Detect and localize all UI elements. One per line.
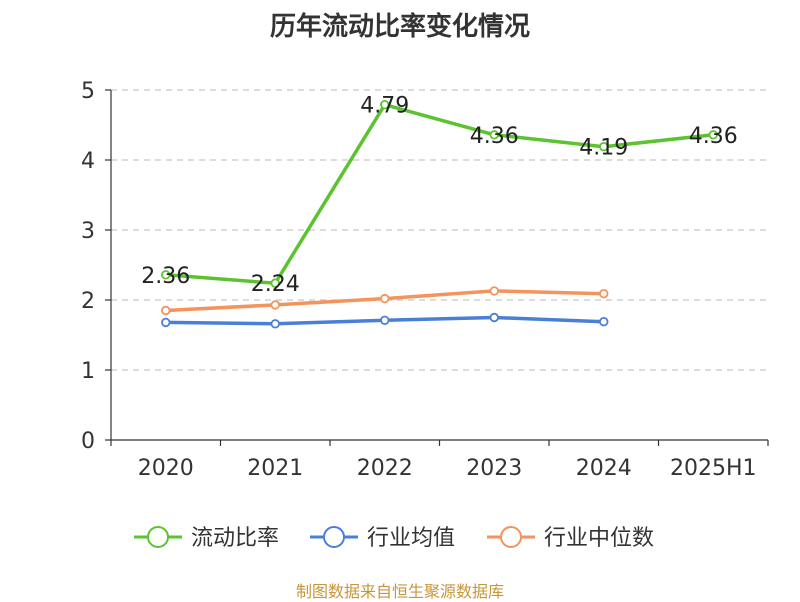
data-point-0-2 xyxy=(380,99,390,110)
x-tick-label-2025H1: 2025H1 xyxy=(670,456,757,481)
y-tick-label-4: 4 xyxy=(81,149,95,174)
data-labels: 2.36 2.24 4.79 4.36 4.19 4.36 xyxy=(141,94,737,298)
legend: 流动比率 行业均值 行业中位数 xyxy=(134,526,654,551)
source-footer: 制图数据来自恒生聚源数据库 xyxy=(295,582,504,601)
legend-marker-2 xyxy=(500,526,522,548)
chart-title: 历年流动比率变化情况 xyxy=(269,12,530,42)
data-label-0-1: 2.24 xyxy=(251,272,300,297)
series-group xyxy=(161,99,718,329)
data-point-2-1 xyxy=(270,300,280,310)
data-point-0-3 xyxy=(489,130,499,140)
data-point-2-4 xyxy=(599,289,609,299)
legend-label-0: 流动比率 xyxy=(191,526,279,551)
x-tick-label-2023: 2023 xyxy=(466,456,522,481)
x-tick-label-2020: 2020 xyxy=(138,456,194,481)
x-tick-label-2022: 2022 xyxy=(357,456,413,481)
legend-label-1: 行业均值 xyxy=(367,526,455,551)
grid-lines xyxy=(111,89,768,371)
data-label-0-3: 4.36 xyxy=(470,124,519,149)
y-tick-label-2: 2 xyxy=(81,289,95,314)
data-point-2-3 xyxy=(489,286,499,296)
legend-marker-1 xyxy=(323,526,345,548)
data-point-2-2 xyxy=(380,293,390,304)
data-point-0-1 xyxy=(270,278,280,288)
data-point-0-4 xyxy=(599,141,609,152)
y-tick-label-5: 5 xyxy=(81,79,95,104)
x-tick-label-2024: 2024 xyxy=(576,456,632,481)
data-label-0-4: 4.19 xyxy=(579,136,628,161)
data-point-0-0 xyxy=(161,270,171,280)
data-point-1-1 xyxy=(270,319,280,329)
legend-label-2: 行业中位数 xyxy=(544,526,654,551)
data-label-0-0: 2.36 xyxy=(141,264,190,289)
data-point-1-4 xyxy=(599,317,609,327)
data-point-1-0 xyxy=(161,317,171,328)
x-tick-label-2021: 2021 xyxy=(247,456,303,481)
data-point-1-2 xyxy=(380,315,390,325)
data-label-0-5: 4.36 xyxy=(689,124,738,149)
y-tick-label-1: 1 xyxy=(81,359,95,384)
axes: 0 1 2 3 4 5 2020 2021 2022 2023 2024 2025H1 xyxy=(81,79,769,481)
y-tick-label-0: 0 xyxy=(81,429,95,454)
y-tick-label-3: 3 xyxy=(81,219,95,244)
data-point-2-0 xyxy=(161,305,171,316)
series-line-0 xyxy=(165,102,714,285)
data-point-1-3 xyxy=(489,312,499,323)
data-label-0-2: 4.79 xyxy=(360,94,409,119)
legend-marker-0 xyxy=(147,526,169,548)
data-point-0-5 xyxy=(708,130,718,140)
